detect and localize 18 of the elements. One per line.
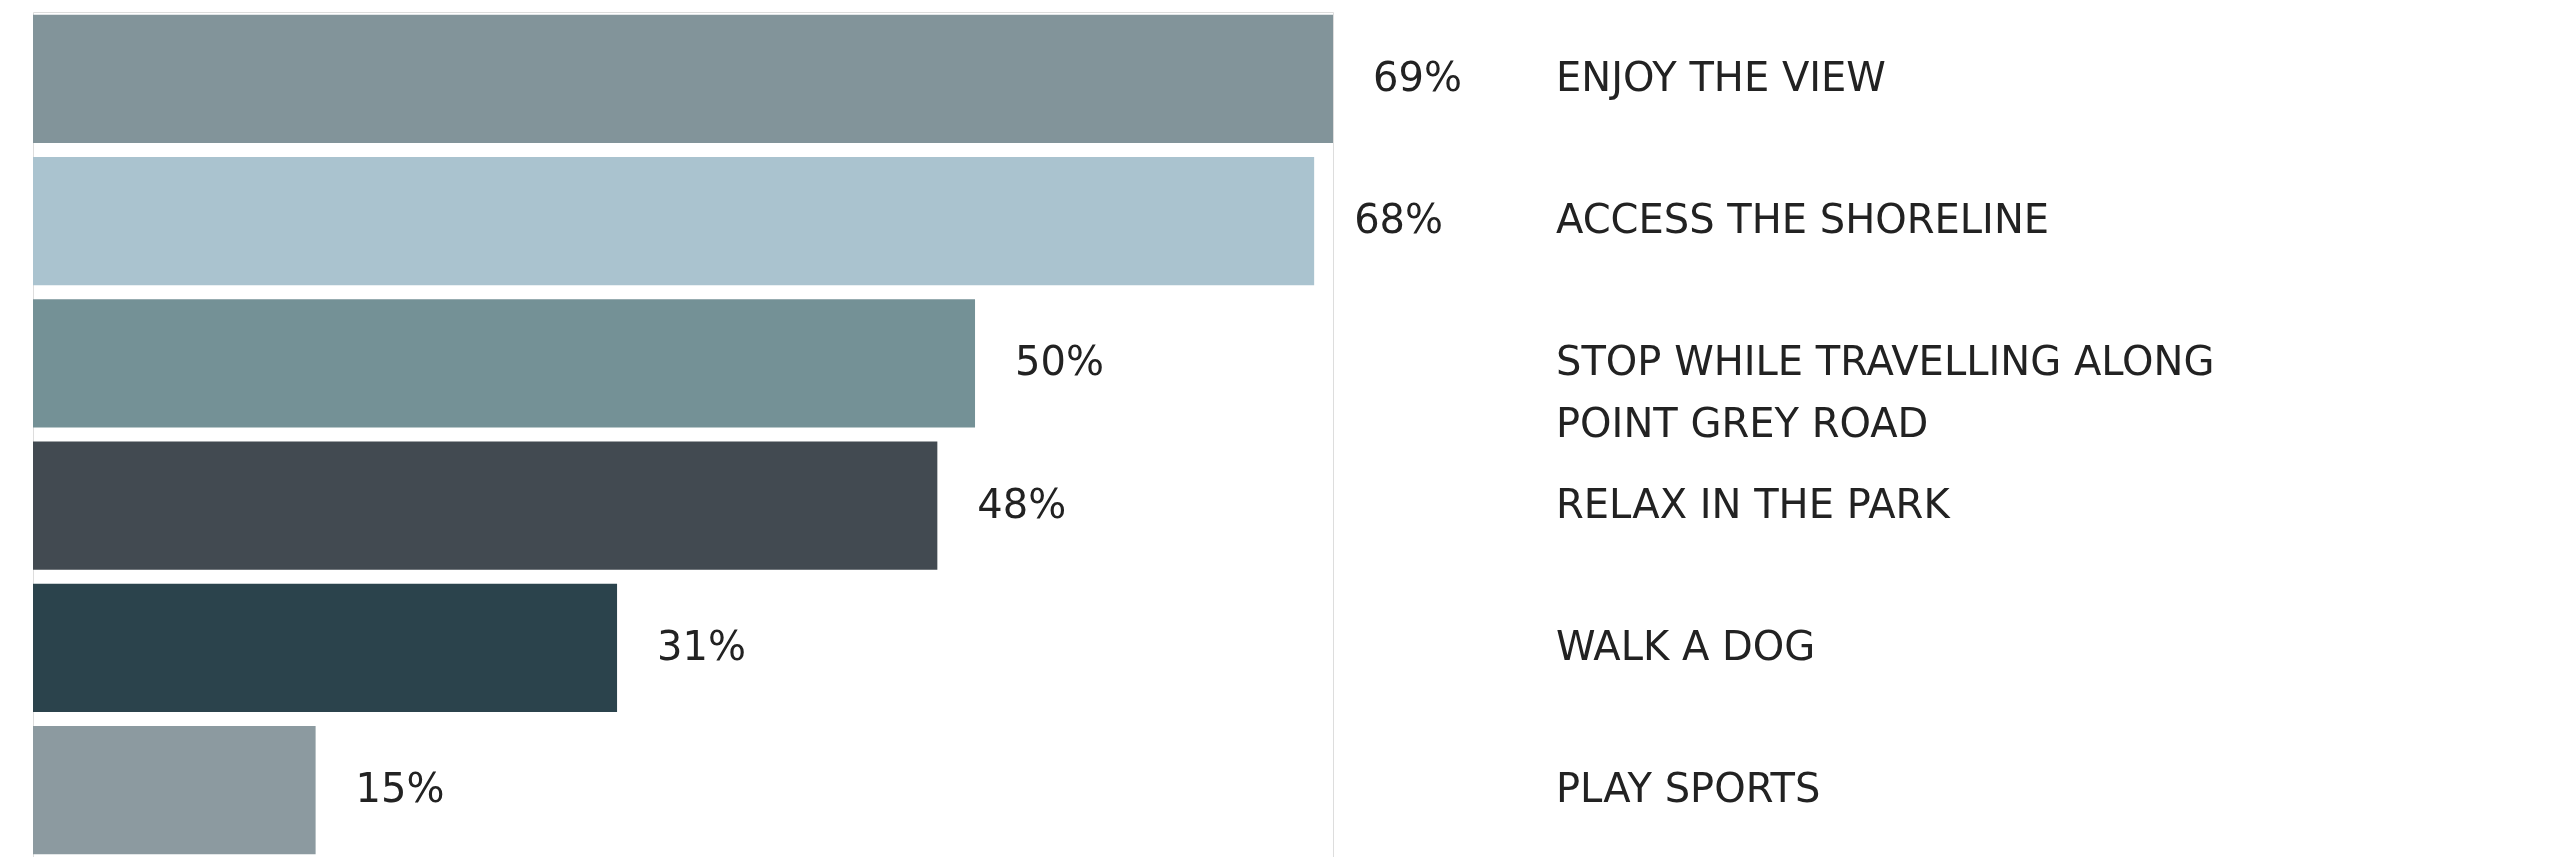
y-tick-label: WALK A DOG	[1556, 622, 1816, 669]
data-label: 68%	[1354, 196, 1444, 243]
bar	[33, 14, 1333, 143]
bar	[33, 441, 938, 570]
data-label: 15%	[355, 765, 445, 812]
bar	[33, 583, 618, 712]
data-label: 31%	[657, 622, 746, 669]
data-label: 48%	[977, 480, 1067, 527]
y-tick-label: RELAX IN THE PARK	[1556, 480, 1952, 527]
bar	[33, 299, 976, 428]
bar	[33, 726, 316, 855]
data-label: 69%	[1373, 53, 1462, 100]
y-tick-label: ACCESS THE SHORELINE	[1556, 196, 2050, 243]
y-tick-label: STOP WHILE TRAVELLING ALONG POINT GREY ROAD	[1556, 338, 2215, 447]
bar	[33, 157, 1315, 286]
data-label: 50%	[1015, 338, 1104, 385]
y-tick-label: ENJOY THE VIEW	[1556, 53, 1886, 100]
y-tick-label: PLAY SPORTS	[1556, 765, 1821, 812]
